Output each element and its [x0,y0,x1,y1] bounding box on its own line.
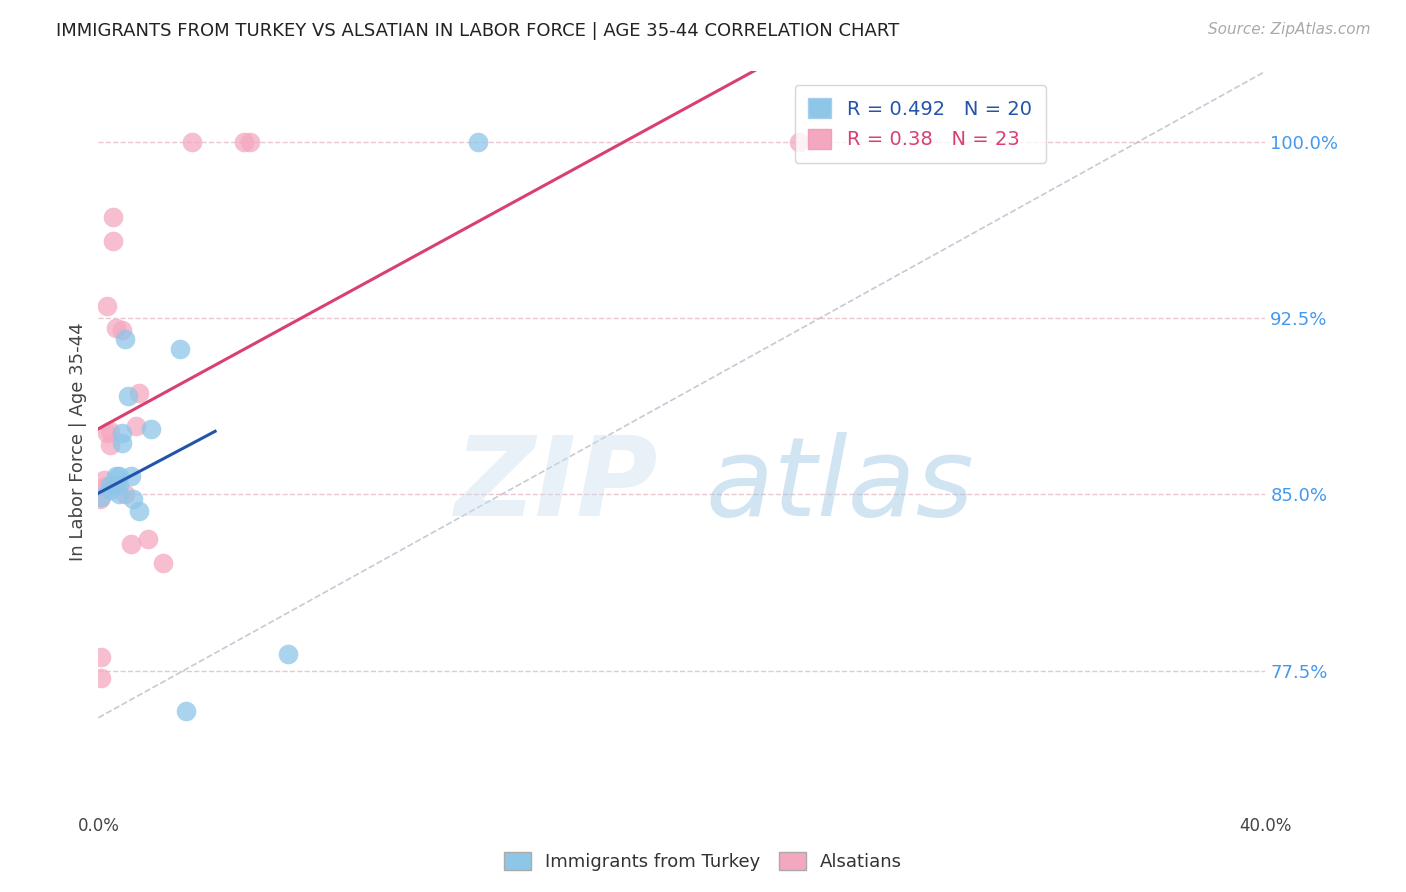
Point [122,492,145,507]
Point [108,468,131,483]
Point [120,468,142,483]
Point [139,422,162,436]
Point [111,323,134,337]
Point [111,435,134,450]
Point [233,135,256,149]
Point [174,704,197,718]
Y-axis label: In Labor Force | Age 35-44: In Labor Force | Age 35-44 [69,322,87,561]
Point [93,473,115,487]
Point [90,671,112,685]
Point [111,426,134,441]
Text: IMMIGRANTS FROM TURKEY VS ALSATIAN IN LABOR FORCE | AGE 35-44 CORRELATION CHART: IMMIGRANTS FROM TURKEY VS ALSATIAN IN LA… [56,22,900,40]
Point [114,332,136,346]
Point [108,478,131,492]
Point [98,438,121,452]
Point [89,492,111,507]
Point [128,386,150,401]
Point [104,478,127,492]
Point [108,487,131,501]
Legend: Immigrants from Turkey, Alsatians: Immigrants from Turkey, Alsatians [496,845,910,879]
Point [114,487,136,501]
Point [467,135,489,149]
Point [98,483,121,497]
Point [101,234,124,248]
Point [120,537,142,551]
Point [93,480,115,494]
Point [90,649,112,664]
Point [90,490,112,504]
Point [117,389,139,403]
Point [239,135,262,149]
Text: Source: ZipAtlas.com: Source: ZipAtlas.com [1208,22,1371,37]
Point [136,532,159,546]
Text: ZIP: ZIP [456,433,658,540]
Point [98,424,121,438]
Point [101,210,124,224]
Point [128,504,150,518]
Point [180,135,202,149]
Point [96,426,118,441]
Point [787,135,810,149]
Point [125,419,148,434]
Point [277,647,299,661]
Point [96,299,118,313]
Point [152,556,174,570]
Point [98,478,121,492]
Text: atlas: atlas [706,433,974,540]
Point [104,320,127,334]
Legend: R = 0.492   N = 20, R = 0.38   N = 23: R = 0.492 N = 20, R = 0.38 N = 23 [794,85,1046,162]
Point [104,468,127,483]
Point [169,342,191,356]
